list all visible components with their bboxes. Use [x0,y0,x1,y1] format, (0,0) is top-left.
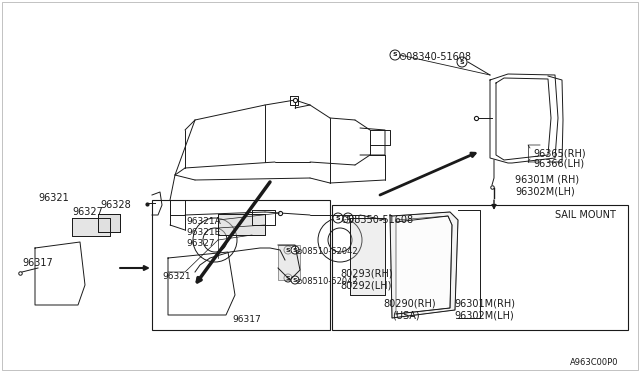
Text: 96302M(LH): 96302M(LH) [454,311,514,321]
Circle shape [284,246,292,254]
Text: 80290(RH): 80290(RH) [383,299,436,309]
Circle shape [291,276,299,284]
Text: S: S [292,247,298,253]
Text: S: S [336,215,340,221]
Circle shape [291,246,299,254]
Text: 80293(RH): 80293(RH) [340,268,392,278]
Text: ⊙08350-51608: ⊙08350-51608 [340,215,413,225]
Text: S: S [393,52,397,58]
Text: S: S [285,276,291,280]
Text: S: S [292,278,298,282]
Text: 96321: 96321 [38,193,68,203]
Bar [278,245,300,280]
Text: ⊙08510-52042: ⊙08510-52042 [295,277,358,286]
Text: 96301M(RH): 96301M(RH) [454,299,515,309]
Text: S: S [460,60,464,64]
Text: 96366(LH): 96366(LH) [533,159,584,169]
Text: 96321A: 96321A [186,217,221,226]
Circle shape [284,274,292,282]
Text: 96302M(LH): 96302M(LH) [515,186,575,196]
Text: (USA): (USA) [392,311,420,321]
Text: 96321E: 96321E [186,228,220,237]
Polygon shape [390,212,458,318]
Bar [350,218,385,295]
Text: 96365(RH): 96365(RH) [533,148,586,158]
Text: 96327: 96327 [72,207,103,217]
Text: ⊙08510-52042: ⊙08510-52042 [295,247,358,256]
Circle shape [343,213,353,223]
Circle shape [390,50,400,60]
Bar [152,200,330,330]
Bar [98,214,120,232]
Text: SAIL MOUNT: SAIL MOUNT [555,210,616,220]
Text: A963C00P0: A963C00P0 [570,358,618,367]
Text: ⊙08340-51608: ⊙08340-51608 [398,52,471,62]
Text: 96321: 96321 [162,272,191,281]
Text: 80292(LH): 80292(LH) [340,280,392,290]
Circle shape [333,213,343,223]
Text: 96327: 96327 [186,239,214,248]
Text: 96328: 96328 [100,200,131,210]
Text: 96301M (RH): 96301M (RH) [515,175,579,185]
Bar [72,218,110,236]
Text: S: S [285,247,291,253]
Text: S: S [346,215,350,221]
Text: 96317: 96317 [232,315,260,324]
Text: 96317: 96317 [22,258,52,268]
Bar [218,214,265,235]
Polygon shape [396,216,452,314]
Circle shape [457,57,467,67]
Bar [332,205,628,330]
